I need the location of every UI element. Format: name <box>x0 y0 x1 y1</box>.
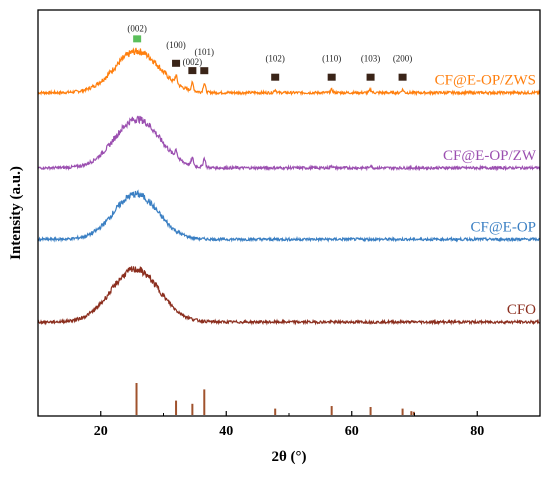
peak-marker <box>366 73 375 81</box>
series-label: CF@E-OP/ZW <box>443 148 537 164</box>
peak-label: (110) <box>322 54 341 64</box>
peak-label: (101) <box>195 47 215 57</box>
x-tick-label: 60 <box>345 424 359 439</box>
series-label: CF@E-OP <box>471 219 537 235</box>
peak-label: (102) <box>265 54 285 64</box>
peak-marker <box>327 73 336 81</box>
series-line <box>37 115 541 172</box>
series-line <box>37 189 541 243</box>
peak-label: (002) <box>127 23 147 33</box>
x-tick-label: 40 <box>219 424 233 439</box>
peak-label: (002) <box>183 57 203 67</box>
series-lines: CF@E-OP/ZWS CF@E-OP/ZW CF@E-OP CFO <box>37 47 541 326</box>
reference-pattern <box>135 383 415 415</box>
peak-marker <box>188 67 197 75</box>
peak-marker <box>398 73 407 81</box>
peak-label: (103) <box>361 54 381 64</box>
x-tick-label: 20 <box>94 424 108 439</box>
series-line <box>37 47 541 97</box>
series-label: CF@E-OP/ZWS <box>435 73 536 89</box>
peak-markers: (002)(100)(002)(101)(102) (110) (103) (200) <box>127 23 413 81</box>
x-tick-label: 80 <box>470 424 484 439</box>
peak-marker <box>133 35 142 43</box>
series-label: CFO <box>507 302 536 318</box>
peak-marker <box>271 73 280 81</box>
y-axis-title: Intensity (a.u.) <box>8 166 24 260</box>
series-line <box>37 265 541 326</box>
peak-label: (200) <box>393 54 413 64</box>
peak-marker <box>172 59 181 67</box>
x-axis-title: 2θ (°) <box>271 449 306 465</box>
peak-marker <box>200 67 209 75</box>
x-axis-ticks: 20 40 60 80 <box>37 411 541 439</box>
peak-label: (100) <box>166 40 186 50</box>
